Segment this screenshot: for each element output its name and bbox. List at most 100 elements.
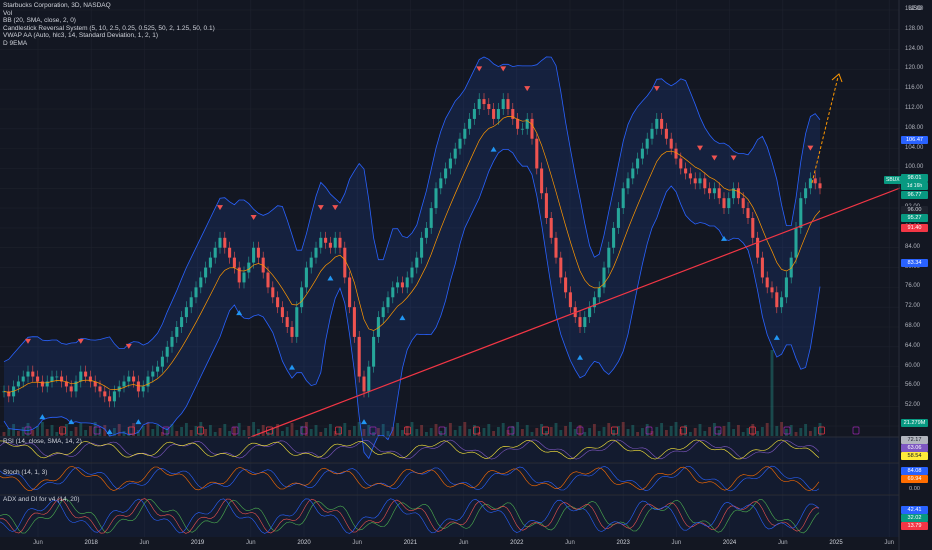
volume-bar [175,431,179,436]
grid-lines [0,0,899,537]
price-tick: 128.00 [905,25,924,32]
candle-body [280,307,284,318]
stoch-label[interactable]: Stoch (14, 1, 3) [3,469,48,476]
candle-body [487,104,491,109]
volume-bar [295,430,299,436]
trendline[interactable] [247,187,901,439]
earnings-event-icon [438,426,446,435]
earnings-event-icon [24,426,32,435]
candle-body [122,381,126,387]
oscillator-line [0,465,820,492]
volume-bar [103,425,107,436]
candle-body [655,118,659,129]
volume-bar [276,424,280,436]
candle-body [60,376,64,382]
volume-bar [756,431,760,436]
candle-body [444,168,448,179]
candle-body [813,178,817,184]
legend-bb[interactable]: BB (20, SMA, close, 2, 0) [3,17,76,25]
pane-background [0,437,899,462]
legend-vol[interactable]: Vol [3,9,13,17]
earnings-event-icon [645,426,653,435]
candle-body [458,138,462,149]
sell-signal-icon [653,86,660,92]
candle-body [756,237,760,258]
time-tick: 2022 [510,540,524,546]
buy-signal-icon [106,429,113,435]
candle-body [698,178,702,184]
candle-body [693,178,697,184]
candle-body [295,307,299,337]
oscillator-line [0,498,820,534]
oscillator-line [0,466,820,491]
currency-label[interactable]: USD [908,5,922,12]
volume-bar [770,350,774,436]
volume-bar [708,427,712,436]
legend-candlestick-reversal[interactable]: Candlestick Reversal System (5, 10, 2.5,… [3,24,215,32]
candle-body [588,307,592,318]
volume-bar [26,423,30,436]
volume-bar [252,422,256,436]
candle-body [300,287,304,308]
projection-arrow[interactable] [811,73,843,184]
earnings-event-icon [680,426,687,435]
volume-bar [290,423,294,436]
volume-bar [280,431,284,436]
volume-bar [117,424,121,436]
earnings-events[interactable] [24,426,860,435]
candle-body [520,128,524,130]
buy-signal-icon [399,315,406,321]
candle-body [453,148,457,159]
candle-body [420,237,424,258]
time-tick: 2021 [403,540,418,546]
candle-body [775,292,779,308]
candle-body [645,138,649,149]
volume-bar [300,426,304,436]
volume-bar [304,422,308,436]
indicator-legend[interactable]: Starbucks Corporation, 3D, NASDAQ Vol BB… [3,2,215,48]
time-tick: Jun [458,540,469,546]
volume-bar [612,430,616,436]
volume-bar [396,423,400,436]
price-tick: 124.00 [905,45,924,52]
volume-bar [516,422,520,436]
candle-body [804,188,808,199]
volume-bar [415,429,419,436]
candle-body [21,376,25,382]
candle-body [165,346,169,357]
candle-body [338,237,342,248]
time-tick: Jun [139,540,150,546]
earnings-event-icon [197,426,204,435]
volume-bar [343,423,347,436]
volume-bar [122,431,126,436]
candle-body [501,99,505,109]
candle-body [717,188,721,199]
candle-body [770,287,774,293]
adx-pane [0,494,899,537]
volume-bar [352,426,356,436]
candle-body [400,282,404,288]
volume-bar [405,426,409,436]
candle-body [530,118,534,139]
volume-bar [607,423,611,436]
candle-body [712,188,716,194]
rsi-label[interactable]: RSI (14, close, SMA, 14, 2) [3,438,82,445]
volume-bar [727,422,731,436]
legend-vwap[interactable]: VWAP AA (Auto, hlc3, 14, Standard Deviat… [3,32,159,40]
stoch-zero-label: 0.00 [909,486,920,492]
stoch-badge-2: 69.94 [901,475,928,483]
price-tick: 104.00 [905,144,924,151]
volume-bar [55,432,59,436]
adx-label[interactable]: ADX and DI for v4 (14, 20) [3,496,80,503]
legend-ema[interactable]: D 9EMA [3,39,28,47]
candle-body [319,237,323,248]
volume-bar [309,429,313,436]
candle-body [559,257,563,278]
symbol-title[interactable]: Starbucks Corporation, 3D, NASDAQ [3,2,111,9]
volume-bar [520,429,524,436]
candle-body [228,247,232,258]
candle-body [367,366,371,392]
volume-bar [487,424,491,436]
adx-badge-1: 42.41 [901,506,928,514]
